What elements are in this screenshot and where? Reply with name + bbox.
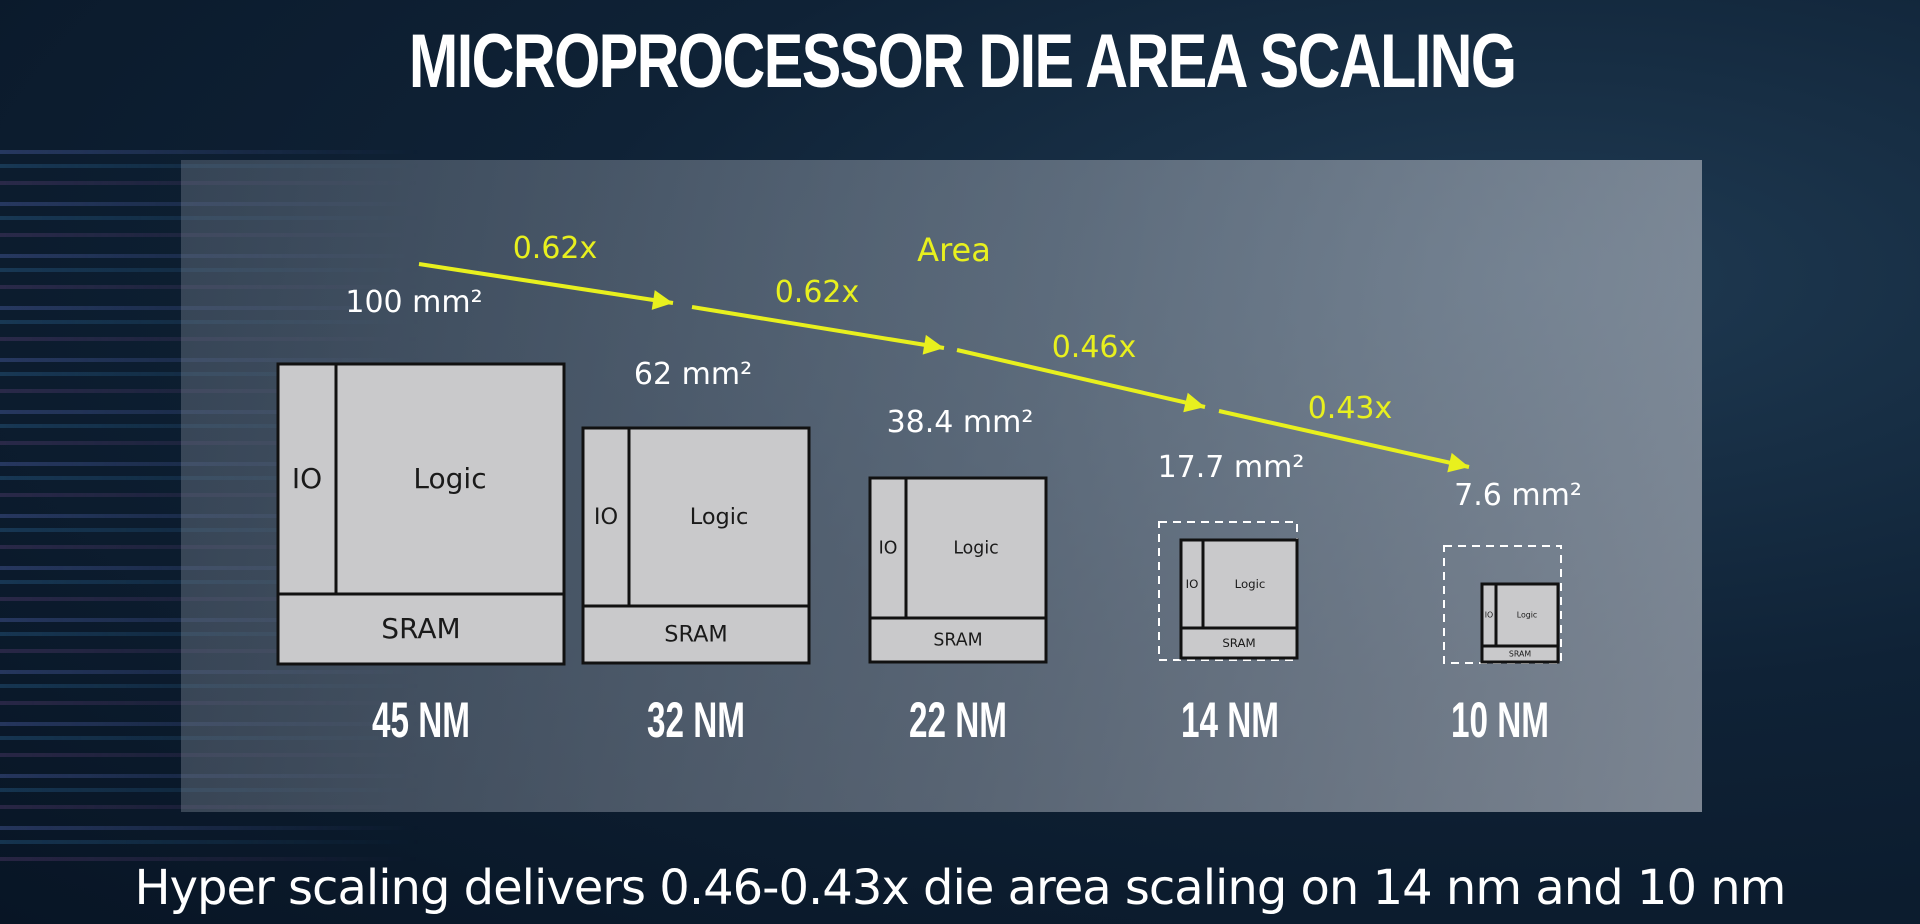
die-area-label: 62 mm² (634, 357, 752, 392)
die-outline (276, 362, 566, 666)
die-area-label: 17.7 mm² (1158, 450, 1305, 485)
sram-block-label: SRAM (933, 631, 982, 651)
process-node-label: 14 NM (1181, 692, 1279, 748)
arrowhead-icon (1183, 392, 1205, 413)
scaling-factor-label: 0.43x (1308, 391, 1393, 426)
scaling-arrow-line (691, 305, 945, 350)
io-block-label: IO (594, 504, 618, 530)
scaling-factor-label: 0.62x (775, 275, 860, 310)
io-block-label: IO (879, 539, 898, 559)
die-outline (581, 426, 811, 665)
die-area-label: 38.4 mm² (887, 405, 1034, 440)
sram-block-label: SRAM (381, 612, 460, 645)
die-outline (1179, 538, 1299, 660)
sram-block-label: SRAM (664, 622, 728, 648)
die-group-0: IO Logic SRAM 100 mm² 45 NM (276, 285, 566, 748)
scaling-arrow-line (956, 348, 1206, 409)
process-node-label: 32 NM (647, 692, 745, 748)
die-group-3: IO Logic SRAM 17.7 mm² 14 NM (1158, 450, 1305, 748)
scaling-factor-label: 0.62x (513, 231, 598, 266)
scaling-arrow-line (1218, 409, 1470, 469)
logic-block-label: Logic (1235, 577, 1266, 591)
logic-block-label: Logic (953, 539, 998, 559)
die-boundary-dashed (1158, 521, 1298, 661)
io-block-label: IO (1186, 577, 1199, 591)
logic-block-label: Logic (413, 462, 486, 495)
logic-block-label: Logic (690, 504, 749, 530)
die-area-label: 7.6 mm² (1454, 478, 1582, 513)
die-outline (868, 476, 1048, 664)
die-group-2: IO Logic SRAM 38.4 mm² 22 NM (868, 405, 1048, 748)
scaling-factor-label: 0.46x (1052, 330, 1137, 365)
area-heading: Area (917, 231, 991, 269)
arrowhead-icon (1447, 452, 1469, 473)
scaling-arrow-line (418, 262, 674, 305)
arrowhead-icon (651, 290, 673, 310)
sram-block-label: SRAM (1509, 650, 1531, 659)
die-area-label: 100 mm² (345, 285, 482, 320)
io-block-label: IO (1485, 611, 1493, 620)
process-node-label: 22 NM (909, 692, 1007, 748)
process-node-label: 45 NM (372, 692, 470, 748)
footer-caption: Hyper scaling delivers 0.46-0.43x die ar… (134, 860, 1787, 916)
io-block-label: IO (292, 462, 322, 495)
logic-block-label: Logic (1517, 611, 1537, 620)
die-boundary-dashed (1443, 545, 1562, 664)
slide-title: MICROPROCESSOR DIE AREA SCALING (408, 19, 1517, 104)
arrowhead-icon (922, 334, 944, 355)
die-group-4: IO Logic SRAM 7.6 mm² 10 NM (1443, 478, 1582, 748)
die-group-1: IO Logic SRAM 62 mm² 32 NM (581, 357, 811, 748)
sram-block-label: SRAM (1222, 636, 1255, 650)
process-node-label: 10 NM (1451, 692, 1549, 748)
